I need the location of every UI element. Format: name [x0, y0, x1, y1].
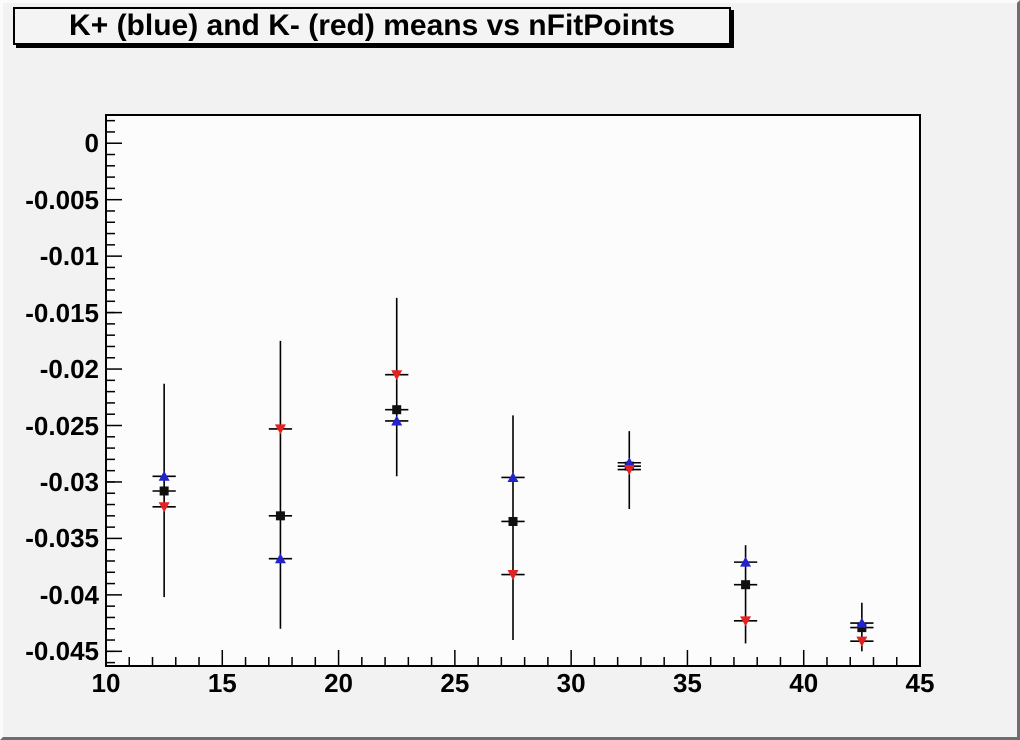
kplus-triangle-up-marker — [856, 617, 868, 628]
mean-square-marker — [857, 623, 867, 633]
y-tick-label: -0.03 — [39, 466, 99, 497]
kminus-triangle-down-marker — [158, 502, 170, 513]
plot-title: K+ (blue) and K- (red) means vs nFitPoin… — [69, 9, 675, 42]
x-tick-label: 30 — [556, 668, 586, 698]
kminus-triangle-down-marker — [856, 636, 868, 647]
y-tick-label: -0.005 — [25, 184, 99, 215]
mean-square-marker — [508, 516, 518, 526]
x-tick-label: 25 — [440, 668, 470, 698]
y-tick-label: 0 — [84, 128, 99, 159]
mean-square-marker — [741, 580, 751, 590]
kminus-triangle-down-marker — [391, 370, 403, 381]
kminus-triangle-down-marker — [740, 616, 752, 627]
x-tick-label: 35 — [672, 668, 702, 698]
kminus-triangle-down-marker — [274, 424, 286, 435]
y-tick-label: -0.025 — [25, 410, 99, 441]
kminus-triangle-down-marker — [623, 465, 635, 476]
mean-square-marker — [275, 511, 285, 521]
x-tick-label: 40 — [789, 668, 819, 698]
kplus-triangle-up-marker — [158, 470, 170, 481]
x-tick-label: 45 — [905, 668, 935, 698]
y-tick-label: -0.015 — [25, 297, 99, 328]
mean-square-marker — [159, 486, 169, 496]
mean-square-marker — [392, 405, 402, 415]
kplus-triangle-up-marker — [391, 415, 403, 426]
y-tick-label: -0.02 — [39, 354, 99, 385]
plot-title-box: K+ (blue) and K- (red) means vs nFitPoin… — [13, 7, 731, 45]
y-tick-label: -0.01 — [39, 241, 99, 272]
y-tick-label: -0.04 — [39, 579, 99, 610]
x-tick-label: 15 — [207, 668, 237, 698]
kplus-triangle-up-marker — [623, 457, 635, 468]
kplus-triangle-up-marker — [740, 556, 752, 567]
kplus-triangle-up-marker — [507, 471, 519, 482]
kminus-triangle-down-marker — [507, 570, 519, 581]
x-tick-label: 10 — [91, 668, 121, 698]
y-tick-label: -0.035 — [25, 523, 99, 554]
chart-svg — [105, 114, 921, 667]
kplus-triangle-up-marker — [274, 553, 286, 564]
x-tick-label: 20 — [324, 668, 354, 698]
y-tick-label: -0.045 — [25, 636, 99, 667]
